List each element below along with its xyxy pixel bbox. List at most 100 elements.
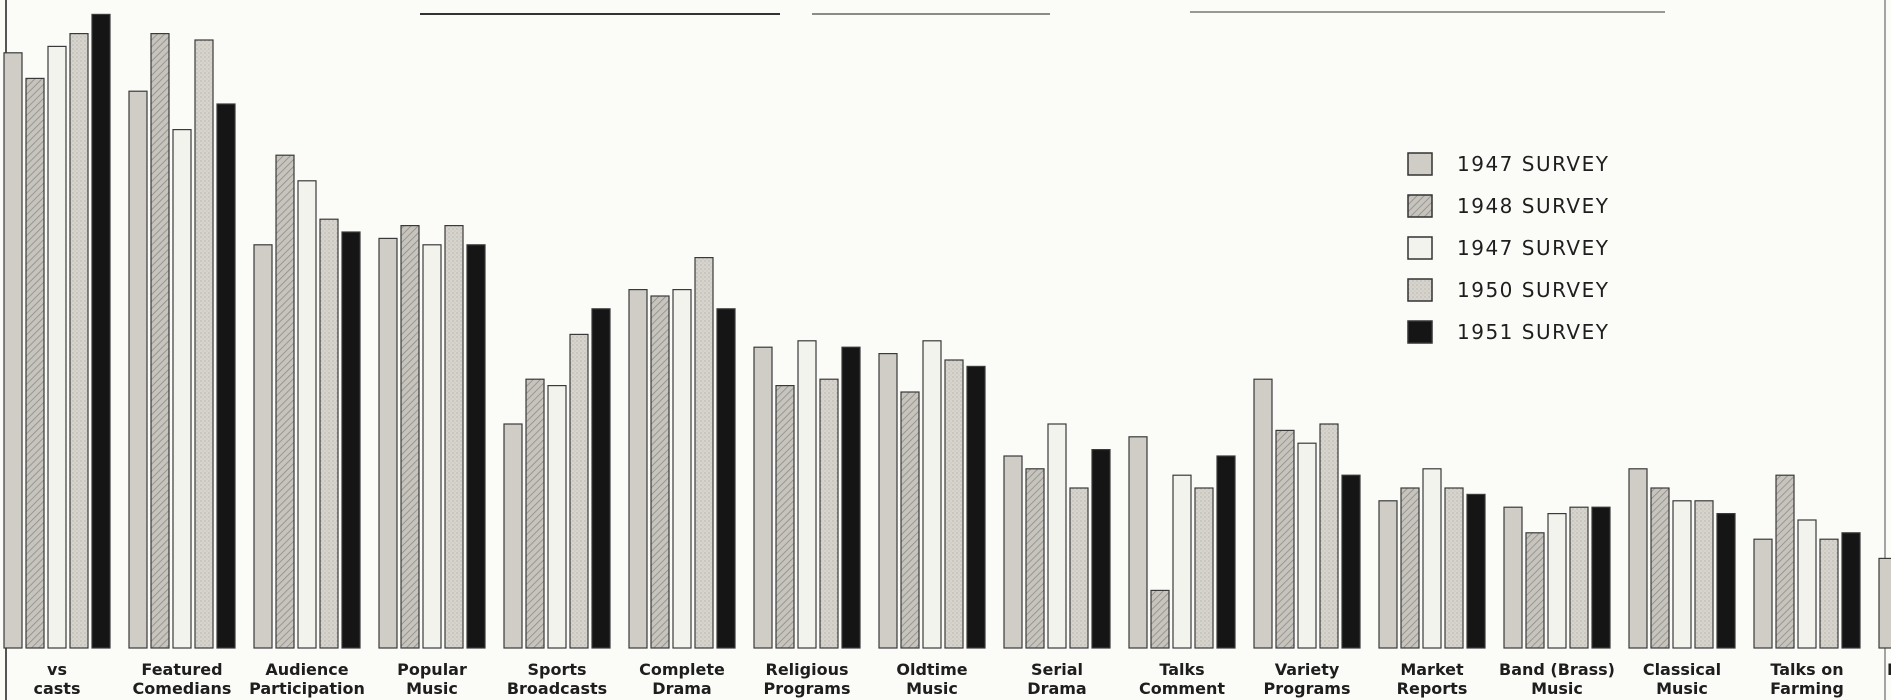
bar-3-13 [1672,500,1692,649]
legend-label: 1947 SURVEY [1457,236,1609,260]
bar-1-6 [753,346,773,649]
bar-2-6 [775,385,795,649]
bar-3-7 [922,340,942,649]
bar-4-0 [69,32,89,649]
bar-5-12 [1591,506,1611,649]
category-label: Farming [1770,679,1844,698]
legend-label: 1948 SURVEY [1457,194,1609,218]
bar-4-7 [944,359,964,649]
bar-4-1 [194,39,214,649]
legend-swatch [1407,194,1433,218]
category-label: Participation [249,679,365,698]
bar-5-5 [716,308,736,649]
bar-5-7 [966,365,986,649]
legend-swatch [1407,278,1433,302]
category-label: Programs [764,679,851,698]
category-label: Programs [1264,679,1351,698]
bar-3-2 [297,180,317,649]
bar-2-0 [25,77,45,649]
category-label: Sports [527,660,586,679]
bar-3-4 [547,385,567,649]
bar-3-12 [1547,512,1567,649]
bar-3-1 [172,129,192,649]
bar-2-9 [1150,589,1170,649]
category-label: Complete [639,660,725,679]
bar-3-9 [1172,474,1192,649]
bar-2-1 [150,32,170,649]
legend-swatch [1407,320,1433,344]
bar-3-5 [672,289,692,649]
header-rules [420,11,1665,15]
category-label: Variety [1275,660,1340,679]
category-label: Comment [1139,679,1225,698]
bar-5-14 [1841,532,1861,649]
category-label: Featured [141,660,222,679]
bar-5-13 [1716,512,1736,649]
bar-5-0 [91,13,111,649]
bar-5-3 [466,244,486,649]
bar-3-6 [797,340,817,649]
bar-5-10 [1341,474,1361,649]
bar-4-5 [694,257,714,649]
bar-4-4 [569,333,589,649]
bar-2-5 [650,295,670,649]
category-label: Homemak [1887,660,1891,679]
legend-label: 1951 SURVEY [1457,320,1609,344]
bar-5-11 [1466,493,1486,649]
bar-1-8 [1003,455,1023,649]
bar-2-14 [1775,474,1795,649]
category-label: Music [906,679,958,698]
category-label: Talks [1159,660,1204,679]
bar-1-7 [878,353,898,649]
bar-4-6 [819,378,839,649]
category-label: Classical [1643,660,1721,679]
category-label: Music [406,679,458,698]
category-label: Popular [397,660,467,679]
bar-1-4 [503,423,523,649]
bar-1-14 [1753,538,1773,649]
bar-3-8 [1047,423,1067,649]
bar-4-9 [1194,487,1214,649]
bar-4-13 [1694,500,1714,649]
category-label: Oldtime [896,660,967,679]
bar-5-4 [591,308,611,649]
bar-4-8 [1069,487,1089,649]
bar-1-10 [1253,378,1273,649]
legend-label: 1947 SURVEY [1457,152,1609,176]
bar-2-8 [1025,468,1045,649]
bar-1-2 [253,244,273,649]
bar-2-11 [1400,487,1420,649]
category-label: Music [1656,679,1708,698]
bar-2-2 [275,154,295,649]
bar-1-12 [1503,506,1523,649]
bar-3-0 [47,45,67,649]
bar-3-11 [1422,468,1442,649]
bar-4-14 [1819,538,1839,649]
category-label: Serial [1031,660,1083,679]
legend-swatch [1407,236,1433,260]
bar-5-9 [1216,455,1236,649]
category-label: Talks on [1770,660,1843,679]
category-label: Broadcasts [507,679,607,698]
category-label: vs [47,660,67,679]
category-label: Audience [265,660,348,679]
bar-1-15 [1878,557,1891,649]
bar-1-3 [378,237,398,649]
bar-1-9 [1128,436,1148,649]
bar-2-12 [1525,532,1545,649]
bar-1-5 [628,289,648,649]
bar-2-3 [400,225,420,649]
bar-3-10 [1297,442,1317,649]
bar-1-13 [1628,468,1648,649]
bar-2-10 [1275,429,1295,649]
category-label: Reports [1397,679,1468,698]
bar-4-2 [319,218,339,649]
bar-2-13 [1650,487,1670,649]
bar-5-8 [1091,449,1111,649]
bar-1-1 [128,90,148,649]
bar-2-7 [900,391,920,649]
category-label: Drama [1027,679,1086,698]
category-label: Music [1531,679,1583,698]
